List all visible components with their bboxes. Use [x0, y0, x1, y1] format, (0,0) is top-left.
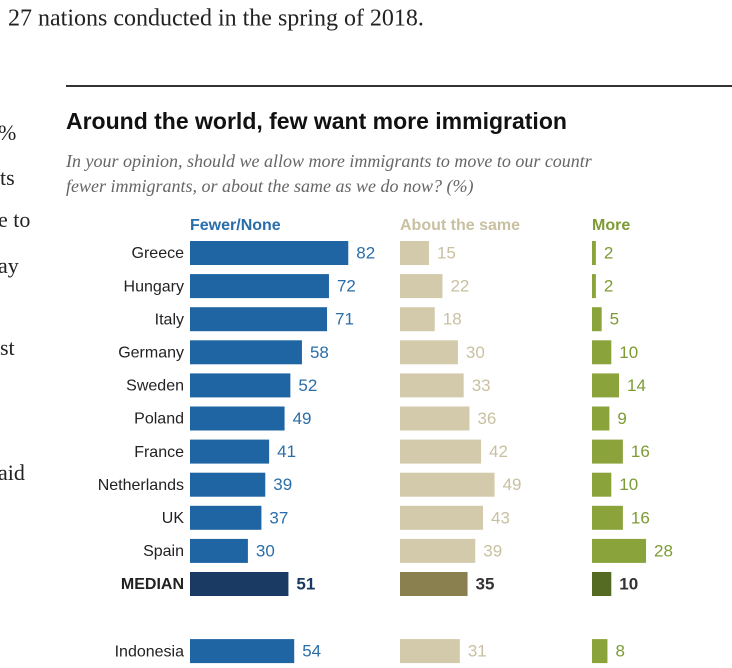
bar — [400, 572, 468, 596]
article-fragment: % — [0, 120, 16, 145]
bar — [400, 505, 483, 530]
value-label: 10 — [619, 343, 638, 362]
value-label: 22 — [450, 277, 469, 296]
category-label: MEDIAN — [121, 576, 184, 593]
bar — [592, 340, 612, 365]
bar — [190, 538, 248, 563]
category-label: Germany — [118, 345, 184, 362]
bar — [400, 472, 495, 497]
value-label: 2 — [604, 243, 613, 262]
category-label: France — [134, 444, 184, 461]
bar — [592, 472, 612, 497]
bar — [400, 439, 482, 464]
value-label: 9 — [617, 409, 626, 428]
bar — [592, 505, 623, 530]
bar — [190, 639, 295, 664]
bar — [592, 439, 623, 464]
bar — [400, 307, 435, 332]
value-label: 37 — [269, 508, 288, 527]
intro-text: 27 nations conducted in the spring of 20… — [8, 6, 424, 32]
value-label: 28 — [654, 541, 673, 560]
category-label: Poland — [134, 411, 184, 428]
bar — [592, 307, 602, 332]
legend-label: About the same — [400, 217, 520, 234]
bar — [190, 472, 266, 497]
bar — [592, 538, 647, 563]
bar — [592, 572, 612, 596]
category-label: Indonesia — [115, 643, 184, 660]
value-label: 39 — [273, 475, 292, 494]
value-label: 5 — [610, 310, 619, 329]
bar — [592, 274, 596, 299]
value-label: 2 — [604, 277, 613, 296]
value-label: 72 — [337, 277, 356, 296]
bar — [592, 639, 608, 664]
value-label: 41 — [277, 442, 296, 461]
category-label: Sweden — [126, 378, 184, 395]
value-label: 51 — [296, 574, 315, 593]
value-label: 10 — [619, 475, 638, 494]
bar — [190, 406, 285, 431]
value-label: 16 — [631, 508, 650, 527]
bar — [400, 639, 460, 664]
category-label: Hungary — [124, 278, 184, 295]
value-label: 18 — [443, 310, 462, 329]
article-fragment: ay — [0, 253, 19, 278]
value-label: 39 — [483, 541, 502, 560]
category-label: Greece — [132, 245, 185, 262]
category-label: Spain — [143, 543, 184, 560]
bar — [400, 340, 458, 365]
article-fragment: st — [0, 335, 15, 360]
bar — [400, 406, 470, 431]
bar — [592, 373, 620, 398]
value-label: 49 — [503, 475, 522, 494]
value-label: 52 — [298, 376, 317, 395]
bar — [190, 274, 329, 299]
article-fragment: ts — [0, 165, 15, 190]
bar — [190, 439, 270, 464]
value-label: 43 — [491, 508, 510, 527]
bar — [592, 406, 610, 431]
value-label: 54 — [302, 642, 321, 661]
value-label: 30 — [256, 541, 275, 560]
value-label: 8 — [615, 642, 624, 661]
value-label: 14 — [627, 376, 646, 395]
article-fragment: aid — [0, 460, 25, 485]
bar — [190, 572, 289, 596]
value-label: 16 — [631, 442, 650, 461]
value-label: 35 — [476, 574, 495, 593]
value-label: 31 — [468, 642, 487, 661]
bar — [190, 241, 349, 265]
bar — [400, 538, 476, 563]
value-label: 82 — [356, 243, 375, 262]
value-label: 10 — [619, 574, 638, 593]
bar — [400, 274, 443, 299]
bar — [190, 505, 262, 530]
subtitle: fewer immigrants, or about the same as w… — [66, 176, 473, 197]
value-label: 36 — [477, 409, 496, 428]
bar — [400, 241, 429, 265]
value-label: 30 — [466, 343, 485, 362]
subtitle: In your opinion, should we allow more im… — [65, 151, 593, 171]
bar — [190, 340, 302, 365]
bar — [592, 241, 596, 265]
value-label: 58 — [310, 343, 329, 362]
category-label: UK — [162, 510, 185, 527]
value-label: 49 — [293, 409, 312, 428]
value-label: 33 — [472, 376, 491, 395]
category-label: Italy — [155, 311, 184, 328]
article-fragment: e to — [0, 207, 30, 232]
legend-label: Fewer/None — [190, 217, 281, 234]
bar — [400, 373, 464, 398]
value-label: 15 — [437, 243, 456, 262]
category-label: Netherlands — [98, 477, 184, 494]
value-label: 42 — [489, 442, 508, 461]
bar — [190, 307, 328, 332]
bar — [190, 373, 291, 398]
chart-title: Around the world, few want more immigrat… — [66, 108, 567, 134]
value-label: 71 — [335, 310, 354, 329]
legend-label: More — [592, 217, 630, 234]
